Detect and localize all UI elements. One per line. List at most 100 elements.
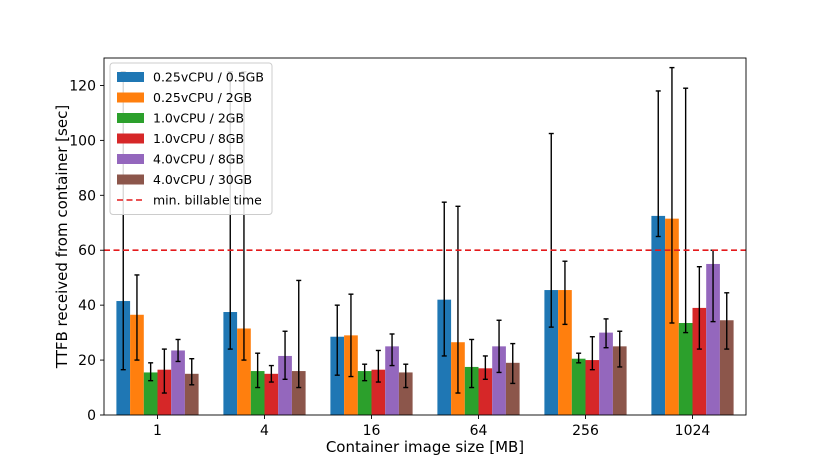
x-tick-label: 256: [572, 423, 599, 439]
y-tick-label: 60: [78, 243, 96, 259]
bar-5-16: [385, 346, 399, 415]
bar-4-4: [264, 373, 279, 415]
legend-item: 0.25vCPU / 0.5GB: [117, 70, 264, 85]
error-bar-2-64: [455, 205, 461, 394]
legend: 0.25vCPU / 0.5GB 0.25vCPU / 2GB 1.0vCPU / …: [109, 62, 273, 215]
bar-2-4: [237, 328, 251, 415]
error-bar-1-1024: [655, 90, 661, 238]
bar-2-1: [130, 314, 144, 415]
legend-item: 4.0vCPU / 8GB: [117, 152, 244, 167]
error-bar-5-4: [282, 330, 288, 380]
bar-3-4: [250, 371, 265, 415]
error-bar-1-256: [548, 132, 554, 328]
error-bar-5-64: [496, 319, 502, 374]
bar-3-16: [357, 371, 372, 415]
error-bar-6-4: [296, 279, 302, 389]
x-tick-label: 64: [470, 423, 488, 439]
bar-3-64: [464, 366, 479, 415]
error-bar-4-16: [375, 349, 381, 383]
error-bar-6-1: [189, 358, 195, 386]
error-bar-2-16: [348, 293, 354, 378]
error-bar-2-1: [134, 274, 140, 361]
error-bar-6-16: [403, 363, 409, 389]
bar-1-4: [223, 312, 238, 415]
legend-swatch: [117, 133, 144, 144]
y-tick-label: 40: [78, 298, 96, 314]
x-tick-label: 1024: [675, 423, 711, 439]
bar-2-256: [558, 290, 572, 415]
bar-5-1024: [706, 263, 720, 415]
y-tick-label: 80: [78, 188, 96, 204]
legend-label: 1.0vCPU / 2GB: [153, 111, 244, 126]
y-tick-label: 100: [69, 133, 96, 149]
legend-item: 4.0vCPU / 30GB: [117, 172, 252, 187]
error-bar-5-1: [175, 338, 181, 363]
legend-label: 4.0vCPU / 30GB: [153, 172, 252, 187]
axes: 0 20 40 60 80 100 120 1 4 16 64 256 1024: [69, 57, 747, 439]
bar-4-1024: [692, 307, 707, 415]
error-bar-3-1: [148, 362, 154, 382]
error-bar-3-16: [362, 363, 368, 382]
error-bar-1-16: [334, 304, 340, 376]
legend-swatch: [117, 72, 144, 82]
y-axis-label: TTFB received from container [sec]: [53, 105, 71, 369]
legend-swatch: [117, 174, 144, 185]
bar-5-64: [492, 346, 506, 415]
error-bar-6-1024: [724, 292, 730, 350]
error-bar-3-64: [469, 338, 475, 389]
error-bar-4-4: [268, 364, 274, 383]
bar-6-4: [291, 371, 306, 415]
bar-5-4: [278, 355, 292, 415]
error-bar-4-256: [589, 336, 595, 371]
bar-3-256: [571, 358, 586, 415]
error-bar-4-64: [482, 355, 488, 380]
bar-3-1: [143, 372, 158, 415]
x-tick-label: 1: [153, 423, 162, 439]
bar-1-256: [544, 290, 559, 415]
legend-item: 1.0vCPU / 8GB: [117, 131, 244, 146]
error-bar-2-256: [562, 260, 568, 326]
y-tick-label: 20: [78, 353, 96, 369]
error-bar-3-1024: [683, 87, 689, 334]
legend-item: 0.25vCPU / 2GB: [117, 90, 252, 105]
error-bar-5-16: [389, 333, 395, 367]
bar-1-64: [437, 299, 452, 415]
error-bar-4-1024: [696, 266, 702, 350]
error-bar-3-4: [255, 352, 261, 389]
legend-box: [109, 62, 273, 215]
bar-1-1024: [651, 215, 666, 415]
bar-3-1024: [678, 323, 693, 415]
error-bar-6-64: [510, 342, 516, 385]
error-bar-2-1024: [669, 66, 675, 324]
bar-4-256: [585, 360, 600, 415]
bar-6-256: [612, 346, 627, 415]
error-bar-5-256: [603, 318, 609, 349]
bar-4-64: [478, 368, 493, 415]
legend-label: 0.25vCPU / 2GB: [153, 90, 252, 105]
error-bar-1-64: [441, 201, 447, 357]
legend-swatch: [117, 154, 144, 164]
bar-4-16: [371, 369, 386, 415]
x-tick-label: 16: [363, 423, 381, 439]
bar-6-16: [398, 372, 413, 415]
legend-item: min. billable time: [117, 193, 262, 208]
bar-6-1: [184, 373, 199, 415]
x-tick-label: 4: [260, 423, 269, 439]
x-axis-label: Container image size [MB]: [326, 438, 524, 456]
legend-swatch: [117, 92, 144, 103]
legend-swatch: [117, 113, 144, 123]
bar-6-1024: [719, 320, 734, 415]
legend-label: min. billable time: [153, 193, 262, 208]
legend-label: 0.25vCPU / 0.5GB: [153, 70, 264, 85]
axes-frame: [103, 57, 747, 416]
plot-area: [104, 66, 746, 415]
y-tick-label: 0: [87, 408, 96, 424]
bar-5-256: [599, 332, 613, 415]
legend-label: 1.0vCPU / 8GB: [153, 131, 244, 146]
legend-item: 1.0vCPU / 2GB: [117, 111, 244, 126]
bar-5-1: [171, 350, 185, 415]
error-bar-3-256: [576, 352, 582, 364]
error-bar-6-256: [617, 330, 623, 368]
legend-label: 4.0vCPU / 8GB: [153, 152, 244, 167]
